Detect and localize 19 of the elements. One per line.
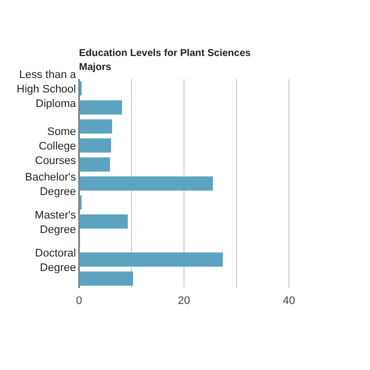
bar (79, 271, 134, 286)
bar (79, 214, 128, 229)
x-tick-label: 40 (282, 295, 296, 307)
y-tick-label: Master's Degree (34, 209, 76, 236)
x-tick-label: 0 (76, 295, 82, 307)
bar (79, 252, 223, 267)
y-tick-label: Less than a High School Diploma (16, 68, 77, 110)
bar (79, 119, 112, 134)
bar (79, 81, 82, 96)
chart-title: Education Levels for Plant Sciences Majors (79, 48, 252, 73)
bar (79, 100, 122, 115)
y-tick-label: Doctoral Degree (35, 247, 76, 274)
x-tick-label: 20 (178, 295, 190, 307)
bar (79, 195, 82, 210)
y-tick-label: Some College Courses (35, 126, 76, 167)
y-tick-label: Bachelor's Degree (24, 171, 76, 198)
bar (79, 138, 112, 153)
bar (79, 176, 213, 191)
bar (79, 157, 110, 172)
